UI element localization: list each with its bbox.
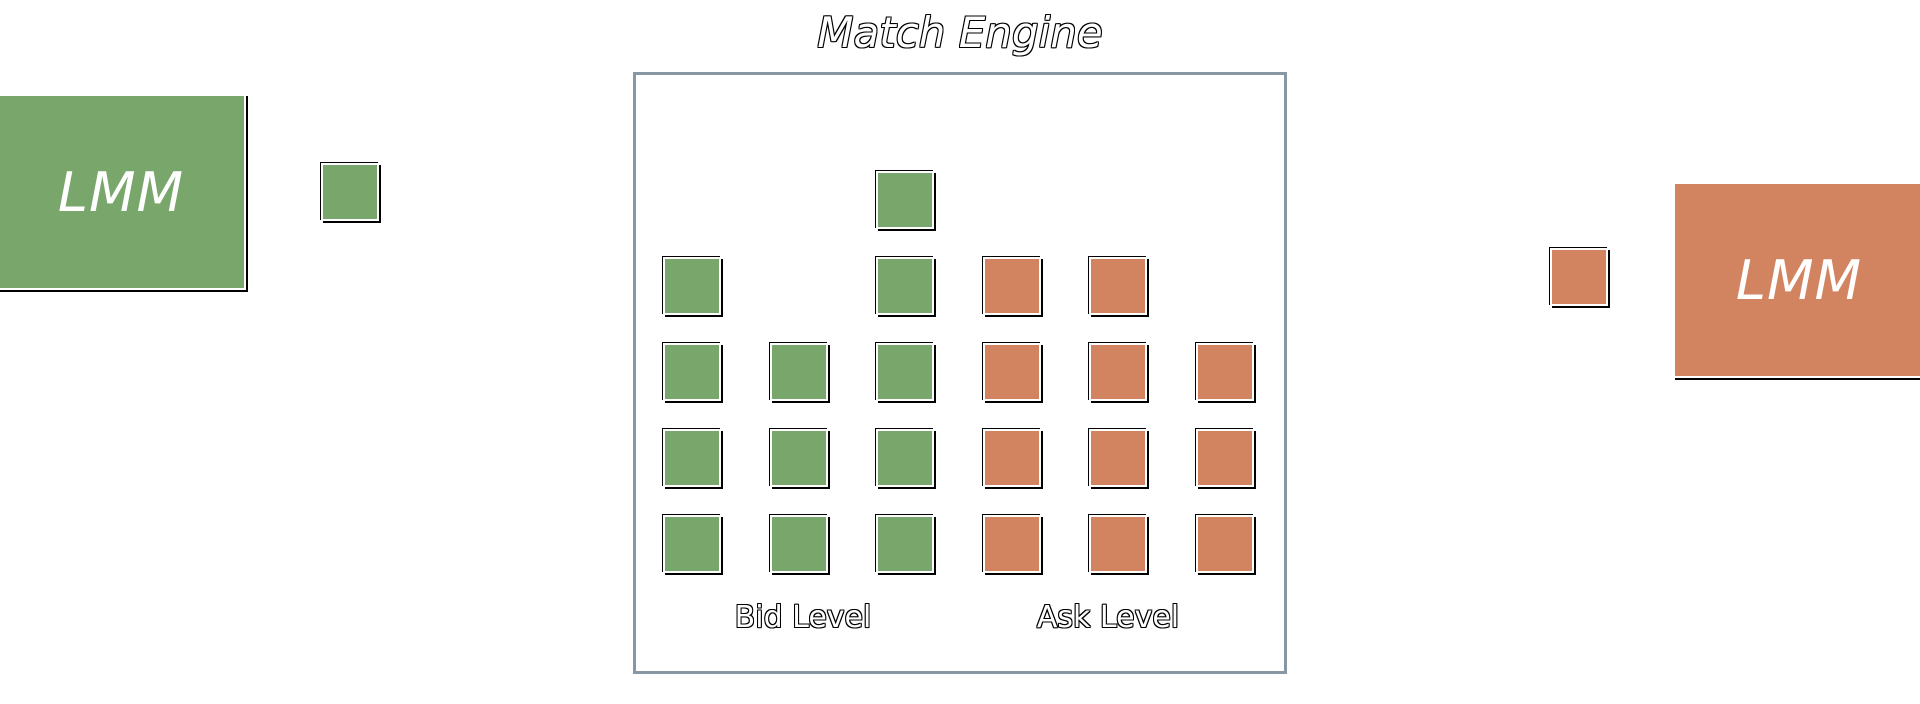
bid-order-level-2-2 xyxy=(770,429,828,487)
bid-order-level-1-2 xyxy=(663,429,721,487)
engine-title: Match Engine xyxy=(817,8,1103,57)
bid-level-label: Bid Level xyxy=(734,600,872,635)
ask-order-level-2-3 xyxy=(1089,343,1147,401)
match-engine-frame xyxy=(633,72,1287,674)
bid-order-level-1-4 xyxy=(663,257,721,315)
ask-order-level-3-2 xyxy=(1196,429,1254,487)
ask-order-level-1-4 xyxy=(983,257,1041,315)
ask-order-level-2-4 xyxy=(1089,257,1147,315)
incoming-ask-order xyxy=(1550,248,1608,306)
bid-order-level-2-3 xyxy=(770,343,828,401)
bid-order-level-3-2 xyxy=(876,429,934,487)
ask-order-level-3-1 xyxy=(1196,515,1254,573)
bid-order-level-1-3 xyxy=(663,343,721,401)
lmm-right-box: LMM xyxy=(1673,182,1920,378)
lmm-left-box: LMM xyxy=(0,94,246,290)
ask-order-level-3-3 xyxy=(1196,343,1254,401)
ask-order-level-2-2 xyxy=(1089,429,1147,487)
ask-order-level-1-2 xyxy=(983,429,1041,487)
ask-order-level-1-3 xyxy=(983,343,1041,401)
bid-order-level-3-4 xyxy=(876,257,934,315)
bid-order-level-2-1 xyxy=(770,515,828,573)
ask-order-level-2-1 xyxy=(1089,515,1147,573)
lmm-right-label: LMM xyxy=(1735,248,1863,312)
bid-order-level-1-1 xyxy=(663,515,721,573)
bid-order-level-3-1 xyxy=(876,515,934,573)
ask-level-label: Ask Level xyxy=(1036,600,1180,635)
bid-order-level-3-3 xyxy=(876,343,934,401)
ask-order-level-1-1 xyxy=(983,515,1041,573)
lmm-left-label: LMM xyxy=(57,160,185,224)
incoming-bid-order xyxy=(321,163,379,221)
bid-order-level-3-5 xyxy=(876,171,934,229)
